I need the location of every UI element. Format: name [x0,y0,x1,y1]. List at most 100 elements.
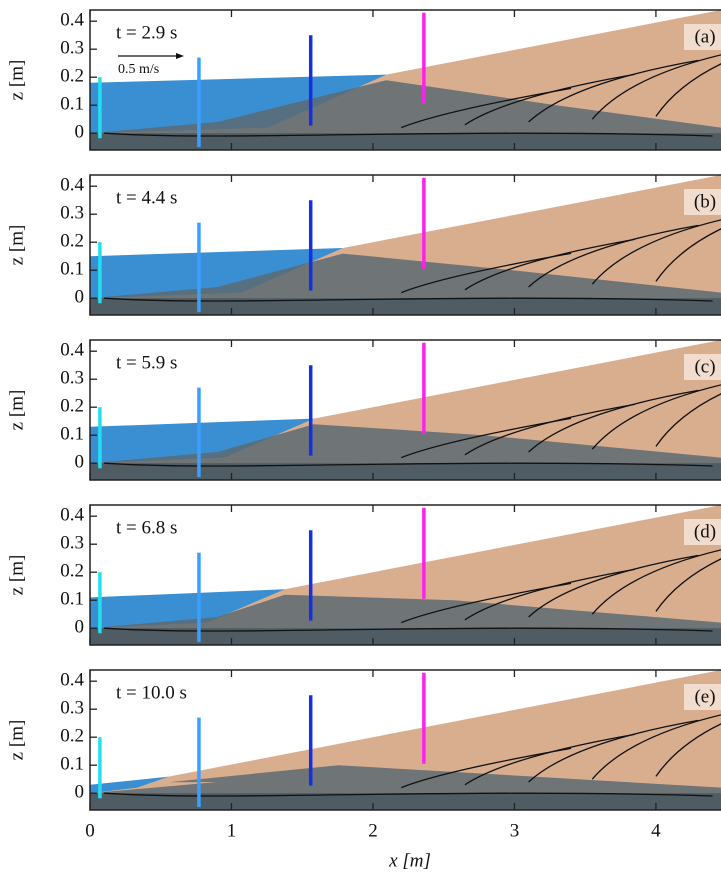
panel [90,340,721,480]
panel-frame [89,504,721,646]
streamline [401,747,572,789]
y-tick-label: 0.3 [60,38,84,59]
panel-label: (e) [694,686,715,707]
y-axis-label: z [m] [6,720,27,761]
streamline [401,87,572,129]
seabed [90,133,721,150]
panel-label-box [684,519,721,545]
y-tick-label: 0.1 [60,94,84,115]
streamline [528,719,699,783]
streamline [591,219,721,285]
y-tick-label: 0.2 [60,726,84,747]
y-axis-label: z [m] [6,390,27,431]
streamline [464,238,635,291]
streamline [401,582,572,624]
y-tick-label: 0 [75,452,85,473]
y-tick-label: 0.1 [60,424,84,445]
streamline [464,403,635,456]
y-axis-label: z [m] [6,60,27,101]
y-tick-label: 0.2 [60,66,84,87]
streamline [655,63,721,117]
panel-label-box [684,684,721,710]
time-label: t = 2.9 s [116,22,177,43]
seabed [90,793,721,810]
streamline [591,549,721,615]
y-tick-label: 0.2 [60,231,84,252]
panel-label-box [684,354,721,380]
seabed [90,298,721,315]
streamline [591,384,721,450]
panel-label: (a) [694,26,715,47]
time-label: t = 4.4 s [116,187,177,208]
y-tick-label: 0.3 [60,533,84,554]
streamline [104,132,713,137]
y-axis-label: z [m] [6,555,27,596]
streamline [528,554,699,618]
y-tick-label: 0 [75,122,85,143]
panel-label: (b) [694,191,716,212]
panel-frame [89,174,721,316]
y-axis-label: z [m] [6,225,27,266]
streamline [104,297,713,302]
panel-label-box [684,189,721,215]
y-tick-label: 0.2 [60,396,84,417]
y-tick-label: 0.1 [60,589,84,610]
y-tick-label: 0.4 [60,670,84,691]
panel-frame [89,9,721,151]
y-tick-label: 0.3 [60,203,84,224]
x-axis-label: x [m] [388,850,431,871]
x-tick-label: 0 [85,820,95,841]
y-tick-label: 0 [75,617,85,638]
seabed [90,463,721,480]
x-tick-label: 3 [510,820,520,841]
y-tick-label: 0 [75,287,85,308]
water [90,418,314,464]
water [90,776,169,794]
streamline [655,558,721,612]
streamline [104,627,713,632]
x-tick-label: 1 [227,820,237,841]
streamline [464,73,635,126]
streamline [401,252,572,294]
streamline [528,59,699,123]
turbulent-zone [90,80,721,150]
streamline [464,568,635,621]
streamline [528,389,699,453]
streamline [655,228,721,282]
y-tick-label: 0.4 [60,505,84,526]
time-label: t = 6.8 s [116,517,177,538]
y-tick-label: 0.1 [60,259,84,280]
water [90,248,343,299]
panel [90,505,721,645]
streamline [104,792,713,797]
time-label: t = 10.0 s [116,682,187,703]
panel [90,670,721,810]
panel-label: (c) [694,356,715,377]
y-tick-label: 0 [75,782,85,803]
streamline [464,733,635,786]
panel-frame [89,339,721,481]
streamline [591,54,721,120]
panel [90,10,721,151]
y-tick-label: 0.4 [60,340,84,361]
seabed [90,628,721,645]
streamline [104,462,713,467]
time-label: t = 5.9 s [116,352,177,373]
y-tick-label: 0.1 [60,754,84,775]
x-tick-label: 4 [651,820,661,841]
y-tick-label: 0.4 [60,175,84,196]
streamline [401,417,572,459]
panel-frame [89,669,721,811]
x-tick-label: 2 [368,820,378,841]
streamline [655,723,721,777]
y-tick-label: 0.3 [60,698,84,719]
y-tick-label: 0.3 [60,368,84,389]
panel-label-box [684,24,721,50]
water [90,589,285,629]
panel-label: (d) [694,521,716,542]
y-tick-label: 0.2 [60,561,84,582]
streamline [591,714,721,780]
scale-arrow-head [176,53,184,59]
y-tick-label: 0.4 [60,10,84,31]
